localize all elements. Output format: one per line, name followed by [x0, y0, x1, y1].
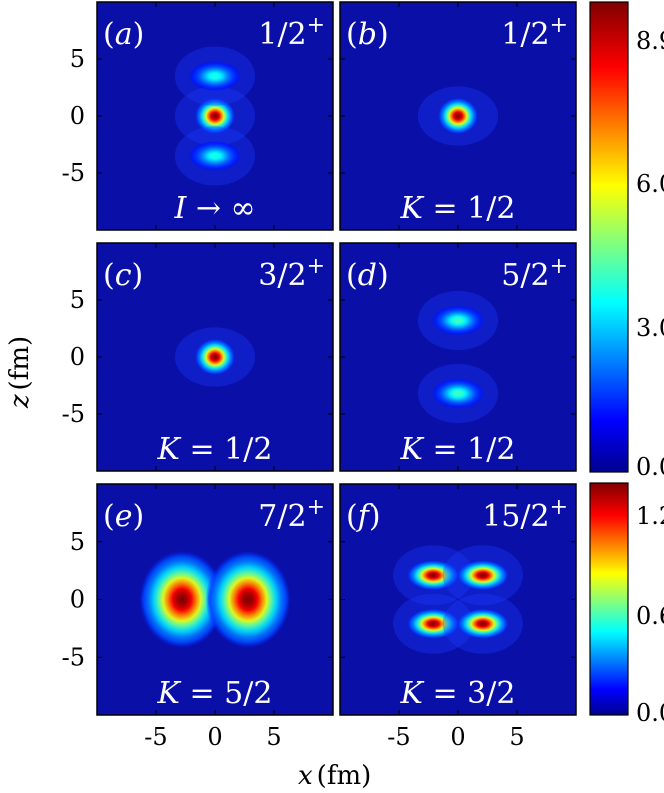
spin-parity-label: 1/2+: [501, 13, 568, 52]
y-tick-label: 5: [70, 528, 85, 556]
y-axis-label: z(fm): [5, 336, 35, 409]
density-peak: [194, 97, 236, 135]
x-tick-label: 5: [266, 723, 281, 751]
density-peak: [139, 550, 225, 649]
x-tick-label: -5: [387, 723, 410, 751]
colorbar-bottom-tick-label: 0.0: [636, 699, 664, 727]
density-peak: [407, 560, 460, 591]
panel-letter: (e): [103, 499, 144, 534]
panel-background: [340, 243, 576, 471]
colorbar-bottom-tick-label: 0.6: [636, 602, 664, 630]
density-peak: [189, 141, 241, 171]
projection-label: K = 1/2: [157, 432, 273, 467]
panel-letter: (d): [346, 258, 389, 293]
colorbar-top-tick-label: 8.9: [636, 27, 664, 55]
colorbar-top-tick-label: 3.0: [636, 314, 664, 342]
density-peak: [407, 608, 460, 639]
projection-label: K = 5/2: [157, 676, 273, 711]
panel-a: 5 0 -5 (a) 1/2+ I → ∞: [62, 1, 334, 231]
colorbar-bottom: [589, 482, 629, 716]
density-peak: [189, 61, 241, 91]
density-peak: [456, 560, 509, 591]
y-tick-label: 0: [70, 102, 85, 130]
x-tick-label: 5: [509, 723, 524, 751]
x-axis-label: x (fm): [298, 761, 371, 791]
colorbar-top: [589, 1, 629, 473]
y-tick-label: 0: [70, 586, 85, 614]
density-peak: [432, 305, 484, 336]
panel-d: (d) 5/2+K = 1/2: [339, 242, 577, 472]
y-tick-label: 0: [70, 343, 85, 371]
y-tick-label: -5: [62, 643, 85, 671]
panel-letter: (a): [103, 17, 144, 52]
y-tick-label: -5: [62, 400, 85, 428]
projection-label: K = 1/2: [400, 432, 516, 467]
spin-parity-label: 1/2+: [258, 13, 325, 52]
x-tick-label: 0: [207, 723, 222, 751]
y-tick-label: -5: [62, 159, 85, 187]
panel-letter: (b): [346, 17, 389, 52]
panel-letter: (c): [103, 258, 143, 293]
density-peak: [194, 338, 236, 376]
panel-c: 50-5(c) 3/2+K = 1/2: [62, 242, 334, 472]
density-peak: [437, 97, 479, 135]
y-tick-label: 5: [70, 45, 85, 73]
y-tick-label: 5: [70, 286, 85, 314]
x-tick-label: -5: [144, 723, 167, 751]
density-peak: [205, 550, 291, 649]
projection-label: K = 3/2: [400, 676, 516, 711]
colorbar-top-tick-label: 6.0: [636, 170, 664, 198]
panel-f: -5 0 5(f) 15/2+K = 3/2: [339, 483, 577, 751]
panel-letter: (f): [346, 499, 381, 534]
colorbar-bottom-tick-label: 1.2: [636, 502, 664, 530]
density-peak: [456, 608, 509, 639]
colorbar-top-tick-label: 0.0: [636, 453, 664, 481]
projection-label: I → ∞: [173, 191, 255, 226]
x-tick-label: 0: [450, 723, 465, 751]
panel-background: [340, 484, 576, 715]
panel-b: (b) 1/2+ K = 1/2: [339, 1, 577, 231]
projection-label: K = 1/2: [400, 191, 516, 226]
panel-e: 50-5-5 0 5(e) 7/2+K = 5/2: [62, 483, 334, 751]
density-peak: [432, 378, 484, 409]
